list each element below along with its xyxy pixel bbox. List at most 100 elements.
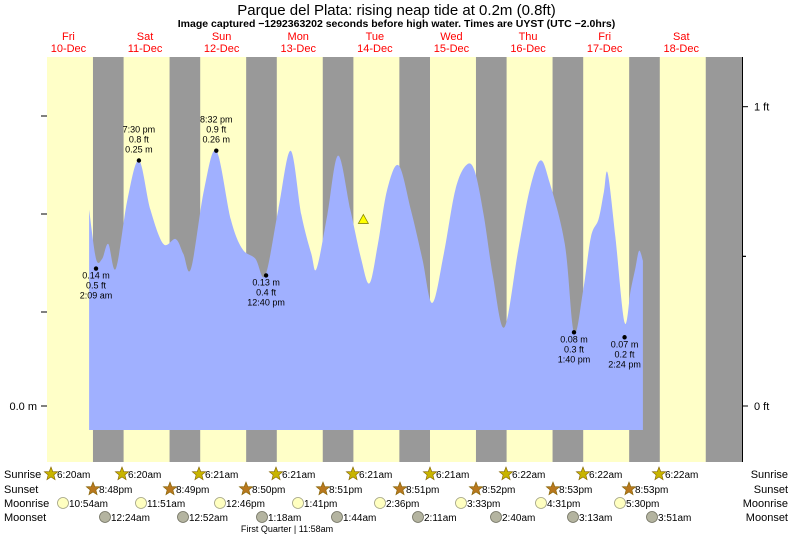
extreme-label: 0.4 ft bbox=[256, 287, 277, 297]
extreme-label: 0.14 m bbox=[82, 271, 110, 281]
left-axis-label: 0.0 m bbox=[9, 401, 37, 413]
axes: 0.0 m 1 ft 0 ft bbox=[9, 57, 769, 462]
sunset-time: 8:53pm bbox=[635, 485, 668, 496]
sunrise-time: 6:20am bbox=[128, 470, 161, 481]
moonrise-time: 11:51am bbox=[147, 499, 185, 510]
extreme-label: 0.3 ft bbox=[564, 344, 585, 354]
sunrise-time: 6:22am bbox=[589, 470, 622, 481]
sunset-icon bbox=[468, 481, 484, 496]
sunset-icon bbox=[315, 481, 331, 496]
row-label-left: Sunset bbox=[4, 484, 38, 496]
extreme-label: 0.26 m bbox=[203, 135, 231, 145]
row-label-left: Sunrise bbox=[4, 469, 41, 481]
extreme-label: 0.13 m bbox=[252, 277, 280, 287]
sunrise-icon bbox=[345, 466, 361, 481]
row-label-right: Moonset bbox=[746, 512, 788, 524]
extreme-label: 0.5 ft bbox=[86, 281, 107, 291]
moon-phase-label: First Quarter | 11:58am bbox=[241, 524, 333, 534]
moonset-time: 2:40am bbox=[502, 513, 535, 524]
moonset-icon bbox=[490, 511, 502, 523]
moonset-time: 3:51am bbox=[658, 513, 691, 524]
sunset-time: 8:51pm bbox=[406, 485, 439, 496]
sunrise-time: 6:21am bbox=[282, 470, 315, 481]
day-label-date: 11-Dec bbox=[128, 43, 163, 55]
extreme-label: 2:09 am bbox=[80, 291, 113, 301]
moonrise-time: 12:46pm bbox=[226, 499, 265, 510]
sunrise-time: 6:22am bbox=[512, 470, 545, 481]
day-label-date: 16-Dec bbox=[510, 43, 546, 55]
moonrise-icon bbox=[455, 497, 467, 509]
sunset-icon bbox=[238, 481, 254, 496]
sunset-icon bbox=[85, 481, 101, 496]
moonrise-icon bbox=[614, 497, 626, 509]
moonset-icon bbox=[567, 511, 579, 523]
sun-moon-rows: Sunrise Sunrise Sunset Sunset Moonrise Moonri… bbox=[4, 466, 788, 534]
extreme-marker bbox=[263, 273, 269, 278]
moonset-time: 1:18am bbox=[268, 513, 301, 524]
day-label-dow: Tue bbox=[366, 31, 385, 43]
moonrise-icon bbox=[292, 497, 304, 509]
right-axis-label: 1 ft bbox=[754, 102, 769, 114]
row-label-left: Moonrise bbox=[4, 498, 49, 510]
right-axis-label: 0 ft bbox=[754, 401, 769, 413]
extreme-marker bbox=[93, 266, 99, 271]
day-label-dow: Sat bbox=[673, 31, 690, 43]
moonset-icon bbox=[256, 511, 268, 523]
sunrise-icon bbox=[268, 466, 284, 481]
moonset-icon bbox=[331, 511, 343, 523]
extreme-marker bbox=[571, 330, 577, 335]
moonset-icon bbox=[177, 511, 189, 523]
sunset-icon bbox=[162, 481, 178, 496]
moonset-time: 1:44am bbox=[343, 513, 376, 524]
extreme-label: 0.8 ft bbox=[129, 135, 150, 145]
day-label-date: 10-Dec bbox=[51, 43, 87, 55]
moonrise-time: 2:36pm bbox=[386, 499, 419, 510]
extreme-marker bbox=[214, 148, 219, 153]
day-label-date: 12-Dec bbox=[204, 43, 240, 55]
day-label-dow: Mon bbox=[288, 31, 309, 43]
day-label-date: 15-Dec bbox=[434, 43, 470, 55]
row-label-right: Moonrise bbox=[743, 498, 788, 510]
sunrise-icon bbox=[191, 466, 207, 481]
moonrise-time: 5:30pm bbox=[626, 499, 659, 510]
day-labels: Fri10-DecSat11-DecSun12-DecMon13-DecTue1… bbox=[51, 31, 700, 55]
day-label-date: 14-Dec bbox=[357, 43, 393, 55]
extreme-marker bbox=[136, 158, 142, 163]
extreme-marker bbox=[622, 335, 627, 340]
tide-area bbox=[89, 150, 643, 431]
sunrise-time: 6:21am bbox=[436, 470, 469, 481]
extreme-label: 1:40 pm bbox=[558, 354, 591, 364]
moonrise-time: 3:33pm bbox=[467, 499, 500, 510]
moonset-icon bbox=[646, 511, 658, 523]
extreme-label: 0.08 m bbox=[560, 334, 588, 344]
day-label-dow: Wed bbox=[440, 31, 462, 43]
daylight-band bbox=[47, 57, 93, 462]
sunset-icon bbox=[621, 481, 637, 496]
tide-series-area bbox=[89, 150, 643, 431]
day-label-dow: Sun bbox=[212, 31, 232, 43]
moonrise-icon bbox=[57, 497, 69, 509]
moonrise-icon bbox=[135, 497, 147, 509]
moonset-time: 12:52am bbox=[189, 513, 228, 524]
moonrise-icon bbox=[374, 497, 386, 509]
daylight-band bbox=[659, 57, 706, 462]
moonrise-icon bbox=[214, 497, 226, 509]
chart-subtitle: Image captured −1292363202 seconds befor… bbox=[177, 18, 616, 30]
moonrise-time: 1:41pm bbox=[304, 499, 337, 510]
sunrise-time: 6:21am bbox=[205, 470, 238, 481]
day-label-dow: Fri bbox=[62, 31, 75, 43]
moonrise-time: 4:31pm bbox=[547, 499, 580, 510]
sunrise-time: 6:21am bbox=[359, 470, 392, 481]
chart-title: Parque del Plata: rising neap tide at 0.… bbox=[237, 2, 556, 19]
moonrise-time: 10:54am bbox=[69, 499, 108, 510]
moonset-time: 2:11am bbox=[424, 513, 457, 524]
sunset-time: 8:51pm bbox=[329, 485, 362, 496]
sunrise-icon bbox=[498, 466, 514, 481]
current-tide-marker bbox=[357, 213, 370, 224]
sunrise-icon bbox=[114, 466, 130, 481]
sunset-time: 8:48pm bbox=[99, 485, 132, 496]
extreme-label: 7:30 pm bbox=[123, 125, 156, 135]
sunrise-icon bbox=[422, 466, 438, 481]
sunset-time: 8:50pm bbox=[252, 485, 285, 496]
sunset-time: 8:49pm bbox=[176, 485, 209, 496]
